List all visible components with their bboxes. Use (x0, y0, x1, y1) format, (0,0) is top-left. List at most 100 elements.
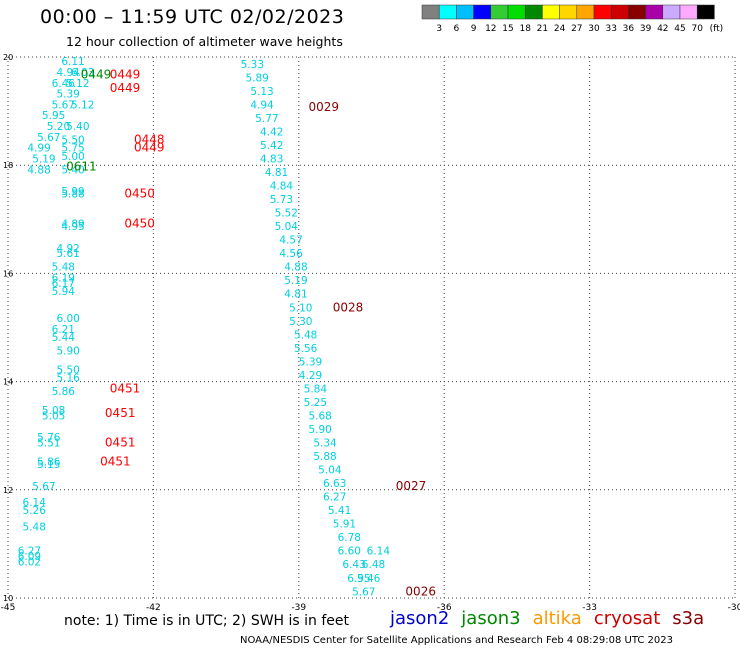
wave-height-label: 5.15 (37, 459, 60, 471)
wave-height-label: 5.88 (313, 451, 336, 463)
wave-height-label: 5.12 (66, 78, 89, 90)
wave-height-label: 5.61 (56, 248, 79, 260)
x-tick-label: -45 (1, 603, 16, 613)
wave-height-label: 5.39 (299, 356, 322, 368)
wave-height-label: 5.44 (52, 332, 76, 344)
wave-height-label: 6.60 (338, 546, 361, 558)
y-tick-label: 16 (3, 269, 13, 278)
wave-height-label: 5.89 (245, 72, 268, 84)
wave-height-label: 5.73 (270, 194, 293, 206)
wave-height-label: 4.92 (56, 243, 79, 255)
wave-height-label: 5.26 (23, 505, 47, 517)
wave-height-label: 5.00 (61, 151, 84, 163)
wave-height-label: 4.42 (260, 126, 283, 138)
wave-height-label: 6.02 (18, 557, 41, 569)
wave-height-label: 5.50 (56, 364, 79, 376)
colorbar-swatch (696, 4, 715, 20)
colorbar-unit-label: (ft) (710, 24, 724, 34)
wave-height-label: 5.86 (37, 456, 61, 468)
colorbar-tick-label: 18 (519, 24, 531, 34)
wave-height-label: 4.57 (279, 235, 302, 247)
wave-height-label: 5.67 (352, 586, 375, 598)
colorbar-tick-label: 3 (436, 24, 442, 34)
colorbar-tick-label: 30 (588, 24, 600, 34)
wave-height-label: 5.86 (52, 386, 76, 398)
x-tick-label: -36 (437, 603, 452, 613)
y-tick-label: 10 (3, 594, 13, 603)
time-label: 0450 (124, 216, 155, 230)
color-scale-legend: 3 6 9 12 15 18 21 24 27 30 33 36 39 42 45 70 (ft) (421, 4, 724, 34)
wave-height-label: 4.83 (260, 153, 283, 165)
y-tick-label: 20 (3, 53, 13, 62)
wave-height-label: 6.00 (56, 313, 79, 325)
x-tick-label: -39 (291, 603, 306, 613)
time-label: 0449 (134, 141, 165, 155)
colorbar-tick-label: 39 (640, 24, 652, 34)
wave-height-label: 5.84 (304, 383, 328, 395)
satellite-legend-jason3: jason3 (461, 608, 521, 629)
wave-height-label: 6.11 (61, 56, 84, 68)
wave-height-label: 5.94 (52, 286, 76, 298)
satellite-legend-cryosat: cryosat (593, 608, 661, 629)
wave-height-label: 5.33 (241, 59, 264, 71)
footer-note: note: 1) Time is in UTC; 2) SWH is in fe… (64, 613, 350, 629)
y-tick-label: 18 (3, 161, 13, 170)
y-tick-label: 14 (3, 378, 13, 387)
wave-height-label: 4.88 (284, 262, 307, 274)
time-label: 0027 (396, 479, 427, 493)
wave-height-label: 5.77 (255, 113, 278, 125)
wave-height-label: 4.81 (265, 167, 288, 179)
wave-height-label: 5.40 (61, 164, 84, 176)
colorbar-tick-label: 70 (691, 24, 703, 34)
wave-height-label: 4.29 (299, 370, 322, 382)
wave-height-label: 6.95 (347, 573, 370, 585)
wave-height-label: 5.04 (275, 221, 299, 233)
wave-height-label: 5.20 (47, 121, 70, 133)
wave-height-label: 5.48 (294, 329, 317, 341)
satellite-legend: jason2 jason3 altika cryosat s3a (390, 608, 716, 629)
wave-height-label: 6.46 (52, 78, 76, 90)
wave-height-label: 5.67 (52, 99, 75, 111)
colorbar-tick-label: 24 (554, 24, 566, 34)
time-label: 0448 (134, 133, 165, 147)
colorbar-tick-label: 6 (454, 24, 460, 34)
time-label: 0451 (105, 436, 136, 450)
wave-height-label: 6.03 (71, 67, 94, 79)
wave-height-label: 6.17 (52, 278, 75, 290)
wave-height-label: 5.05 (42, 410, 65, 422)
time-label: 0451 (110, 381, 141, 395)
wave-height-label: 6.43 (342, 559, 365, 571)
wave-height-label: 5.68 (308, 410, 331, 422)
colorbar-tick-label: 36 (623, 24, 635, 34)
wave-height-label: 5.12 (71, 99, 94, 111)
x-tick-label: -30 (728, 603, 740, 613)
time-label: 0028 (333, 300, 364, 314)
wave-height-label: 5.19 (284, 275, 307, 287)
wave-height-label: 4.94 (250, 99, 274, 111)
time-label: 0449 (81, 68, 112, 82)
wave-height-label: 5.56 (294, 343, 318, 355)
chart-subtitle: 12 hour collection of altimeter wave hei… (66, 34, 343, 49)
colorbar-tick-label: 33 (605, 24, 616, 34)
time-label: 0451 (105, 406, 136, 420)
colorbar-tick-label: 12 (485, 24, 496, 34)
wave-height-label: 6.48 (362, 559, 385, 571)
wave-height-label: 6.27 (18, 546, 41, 558)
wave-height-label: 4.88 (27, 164, 50, 176)
wave-height-label: 6.78 (338, 532, 361, 544)
wave-height-label: 5.46 (357, 573, 381, 585)
x-tick-label: -33 (582, 603, 597, 613)
wave-height-label: 5.40 (66, 121, 89, 133)
wave-height-label: 5.30 (289, 316, 312, 328)
wave-height-label: 5.41 (328, 505, 351, 517)
colorbar-tick-label: 15 (502, 24, 513, 34)
wave-height-label: 5.67 (32, 481, 55, 493)
wave-height-label: 5.48 (23, 521, 46, 533)
satellite-legend-altika: altika (532, 608, 582, 629)
wave-height-label: 5.88 (61, 189, 84, 201)
wave-height-label: 5.67 (37, 132, 60, 144)
colorbar-tick-label: 21 (537, 24, 548, 34)
wave-height-label: 5.99 (61, 186, 84, 198)
